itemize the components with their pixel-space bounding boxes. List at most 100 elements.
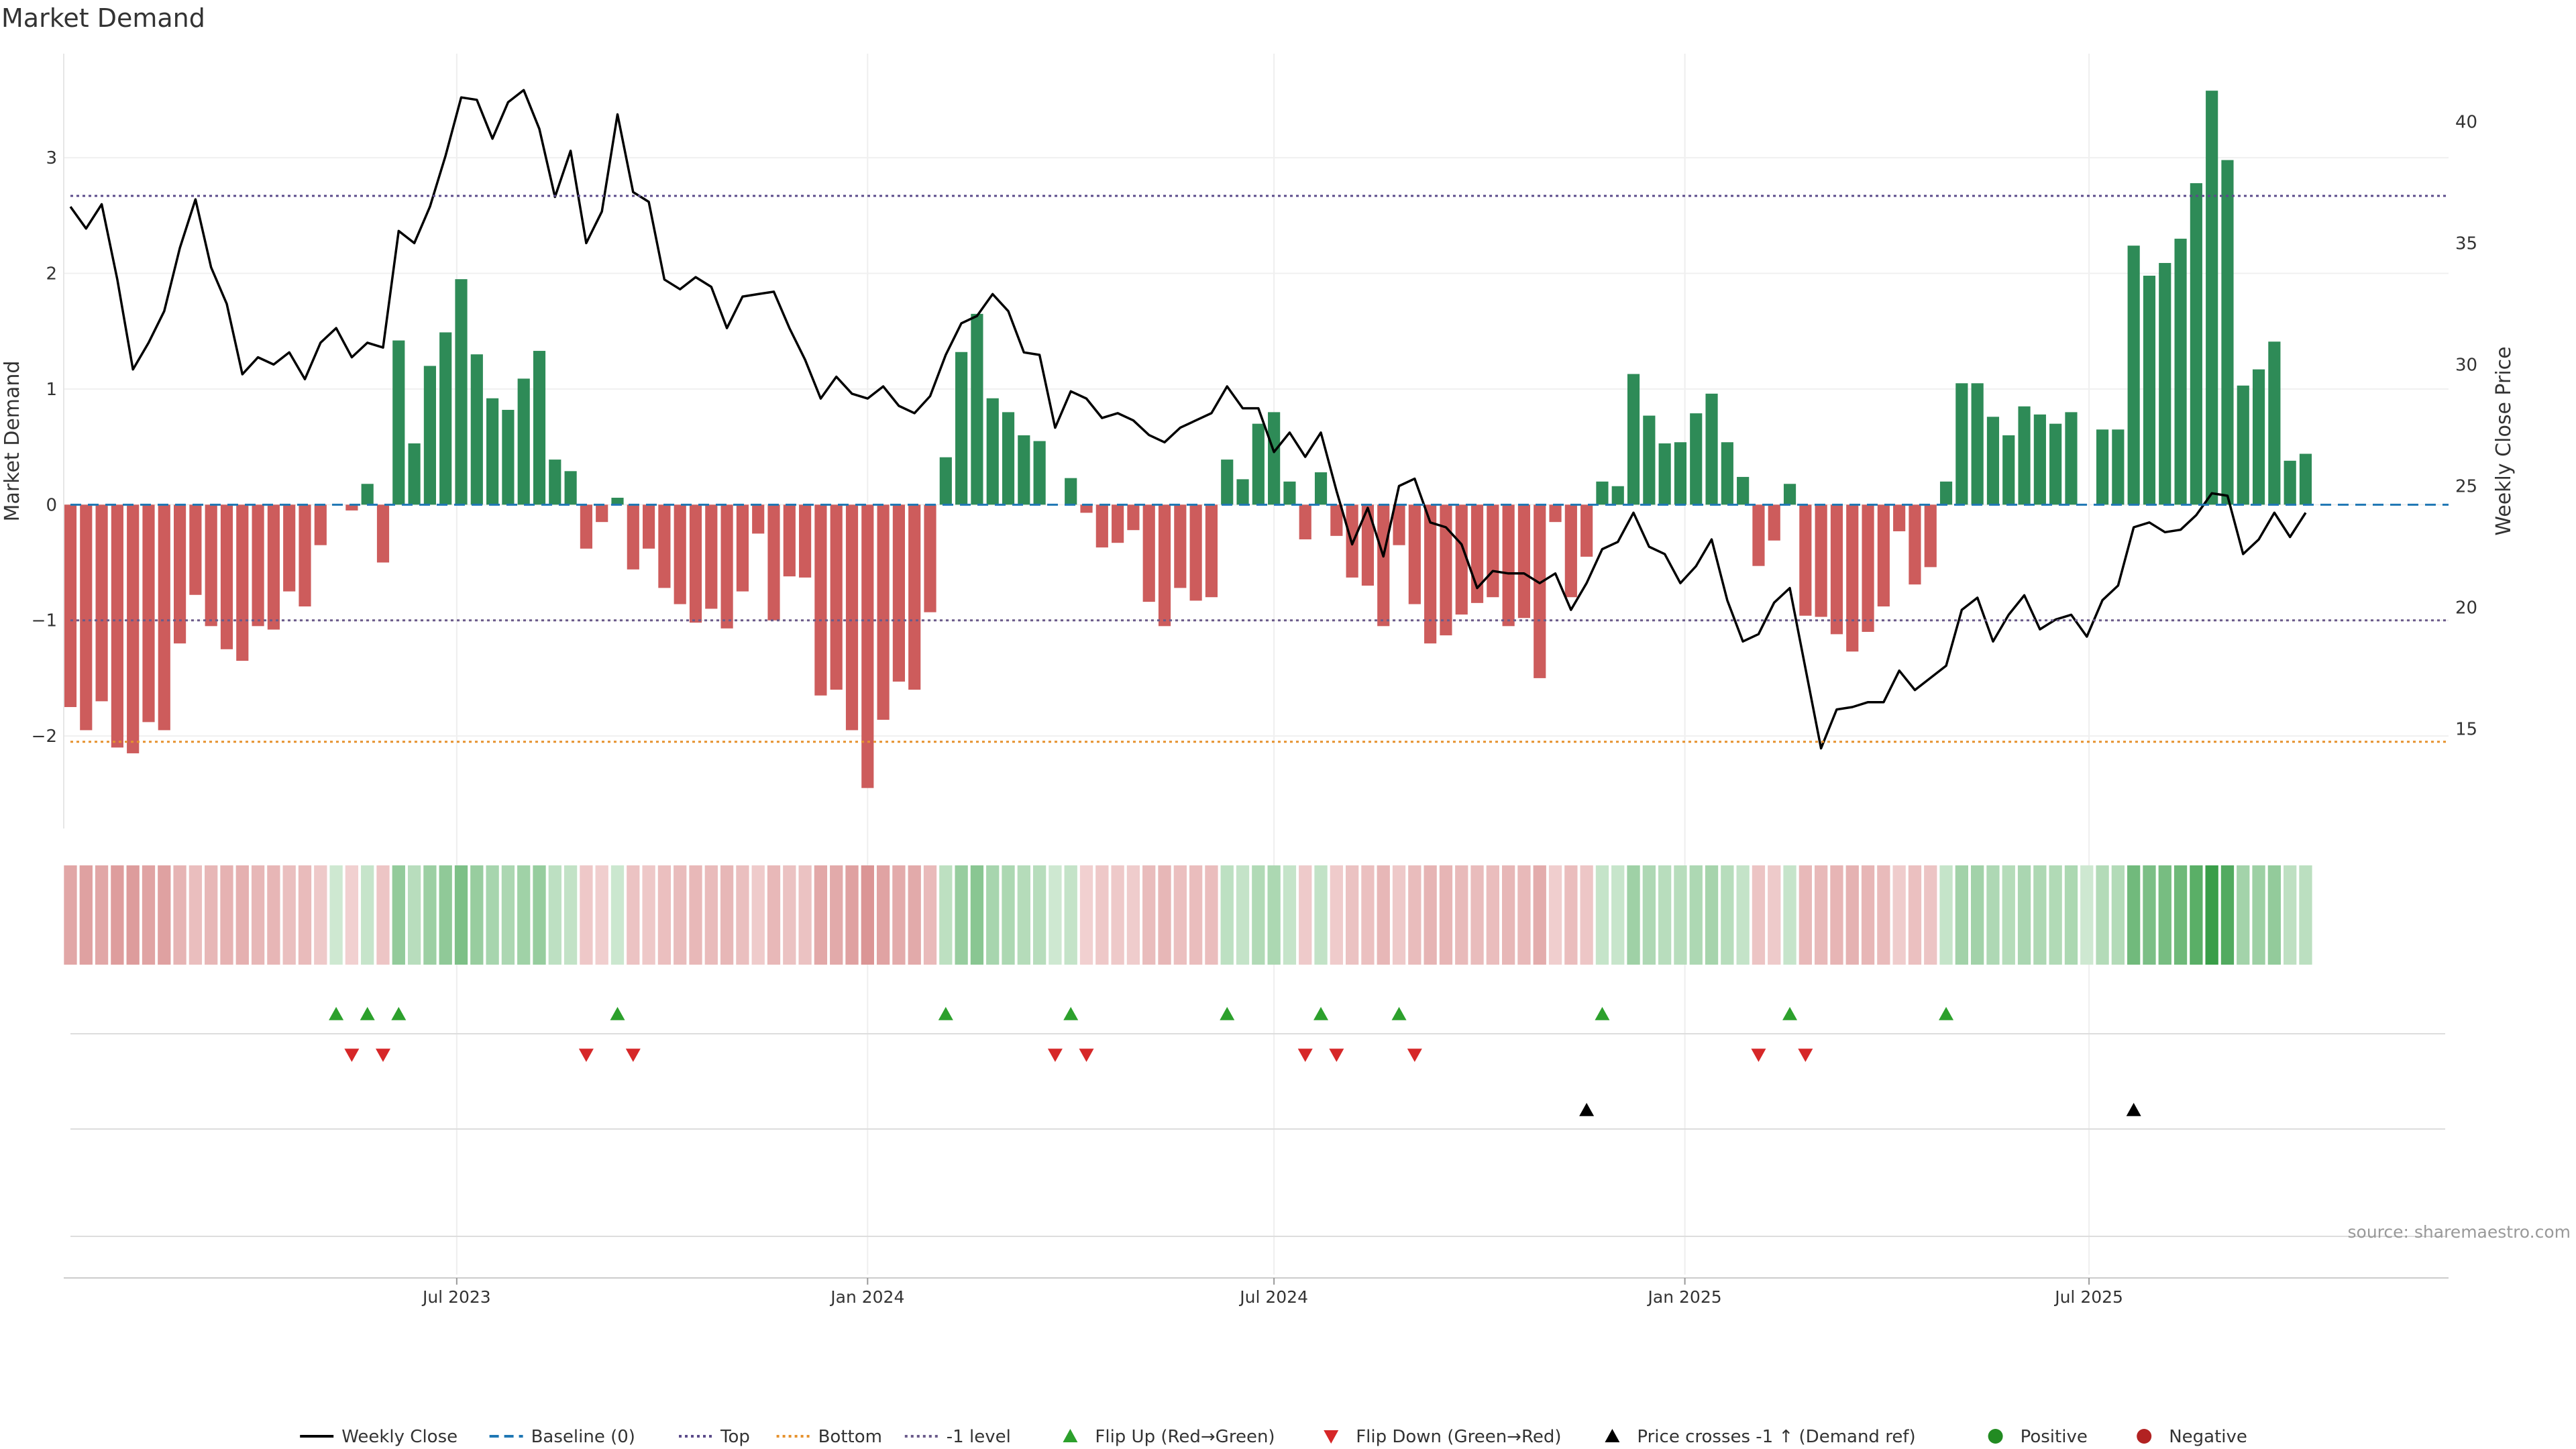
legend-item: Negative [2137, 1427, 2247, 1447]
heat-strip-cell [689, 865, 702, 965]
heat-strip-cell [235, 865, 249, 965]
heat-strip-cell [1564, 865, 1578, 965]
demand-bar-positive [2033, 414, 2046, 505]
heat-strip-cell [1205, 865, 1218, 965]
heat-strip-cell [2080, 865, 2094, 965]
heat-strip-cell [1377, 865, 1390, 965]
demand-bar-negative [1752, 504, 1765, 566]
demand-bar-negative [1080, 504, 1093, 513]
heat-strip-cell [986, 865, 1000, 965]
heat-strip-cell [2190, 865, 2203, 965]
heat-strip-cell [876, 865, 890, 965]
demand-bar-negative [1830, 504, 1843, 635]
demand-bar-negative [1846, 504, 1859, 652]
x-tick-label: Jan 2024 [829, 1287, 904, 1307]
heat-strip-cell [79, 865, 93, 965]
demand-bar-positive [1283, 481, 1296, 505]
heat-strip-cell [2143, 865, 2156, 965]
heat-strip-cell [1111, 865, 1124, 965]
heat-strip-cell [955, 865, 968, 965]
heat-strip-cell [2111, 865, 2125, 965]
heat-strip-cell [798, 865, 812, 965]
demand-bar-negative [236, 504, 249, 661]
demand-bar-positive [1596, 481, 1609, 505]
legend-label: Baseline (0) [531, 1427, 635, 1447]
heat-strip-cell [1408, 865, 1421, 965]
demand-bar-negative [1893, 504, 1906, 531]
flip-up-marker [610, 1007, 625, 1020]
demand-bar-negative [783, 504, 796, 577]
flip-up-marker [1782, 1007, 1798, 1020]
demand-bar-negative [1909, 504, 1921, 585]
legend-swatch [1988, 1429, 2003, 1444]
legend-item: Price crosses -1 ↑ (Demand ref) [1605, 1427, 1916, 1447]
demand-bar-negative [1815, 504, 1827, 617]
heat-strip-cell [1017, 865, 1030, 965]
heat-strip-cell [1955, 865, 1969, 965]
heat-strip-cell [1361, 865, 1375, 965]
heat-strip-cell [1939, 865, 1953, 965]
demand-bar-negative [299, 504, 311, 607]
demand-bar-positive [549, 460, 561, 505]
demand-bar-positive [2190, 183, 2202, 505]
source-note: source: sharemaestro.com [2348, 1222, 2571, 1242]
heat-strip-cell [1049, 865, 1062, 965]
demand-bar-negative [908, 504, 921, 690]
x-axis: Jul 2023 Jan 2024 Jul 2024 Jan 2025 Jul 2025 [64, 1277, 2449, 1307]
demand-bar-negative [1455, 504, 1468, 615]
axes: −2 −1 0 1 2 3 15 20 25 30 35 40 Market Demand Weekly … [1, 54, 2516, 828]
heat-strip-cell [1736, 865, 1750, 965]
heat-strip-cell [892, 865, 906, 965]
heat-strip-cell [2220, 865, 2235, 965]
demand-bar-negative [1534, 504, 1546, 678]
demand-bar-positive [1627, 374, 1640, 505]
y-left-axis-label: Market Demand [1, 361, 24, 522]
heat-strip-cell [2284, 865, 2297, 965]
demand-bar-positive [439, 332, 452, 505]
demand-bar-positive [1955, 383, 1968, 505]
flip-down-marker [1751, 1049, 1766, 1062]
heat-strip-cell [814, 865, 828, 965]
heat-strip-cell [1971, 865, 1984, 965]
heat-strip-cell [1126, 865, 1140, 965]
heat-strip-cell [657, 865, 672, 965]
demand-bar-positive [1314, 472, 1328, 505]
demand-bar-negative [1095, 504, 1108, 548]
demand-bar-negative [674, 504, 686, 604]
demand-bar-positive [470, 354, 483, 505]
heat-strip-cell [1799, 865, 1812, 965]
demand-bar-negative [924, 504, 936, 612]
demand-bar-positive [2221, 160, 2234, 505]
demand-bar-positive [1236, 479, 1249, 505]
heat-strip-cell [1924, 865, 1937, 965]
flip-down-marker [1798, 1049, 1813, 1062]
heat-strip-cell [923, 865, 937, 965]
demand-bar-negative [1408, 504, 1421, 604]
heat-strip-cell [720, 865, 734, 965]
heat-strip-cell [1861, 865, 1875, 965]
heat-strip-cell [392, 865, 405, 965]
demand-bar-negative [892, 504, 906, 682]
demand-bar-negative [1361, 504, 1375, 586]
heat-strip-cell [142, 865, 156, 965]
demand-bar-negative [1440, 504, 1452, 636]
heat-strip-cell [2127, 865, 2141, 965]
heat-strip-cell [2174, 865, 2188, 965]
heat-strip-cell [407, 865, 421, 965]
heat-strip-cell [642, 865, 655, 965]
heat-strip-cell [329, 865, 343, 965]
demand-bar-negative [689, 504, 702, 623]
heat-strip-cell [674, 865, 687, 965]
reference-lines [70, 195, 2449, 743]
demand-bar-negative [705, 504, 718, 609]
legend-label: Price crosses -1 ↑ (Demand ref) [1637, 1427, 1915, 1447]
heat-strip-cell [1752, 865, 1766, 965]
heat-strip-cell [830, 865, 843, 965]
demand-bar-positive [361, 484, 374, 505]
demand-bar-positive [2252, 369, 2265, 505]
demand-bar-positive [2237, 385, 2249, 505]
heat-strip-cell [2017, 865, 2031, 965]
heat-strip-cell [1079, 865, 1093, 965]
demand-bar-negative [142, 504, 155, 722]
demand-bar-positive [533, 351, 546, 505]
